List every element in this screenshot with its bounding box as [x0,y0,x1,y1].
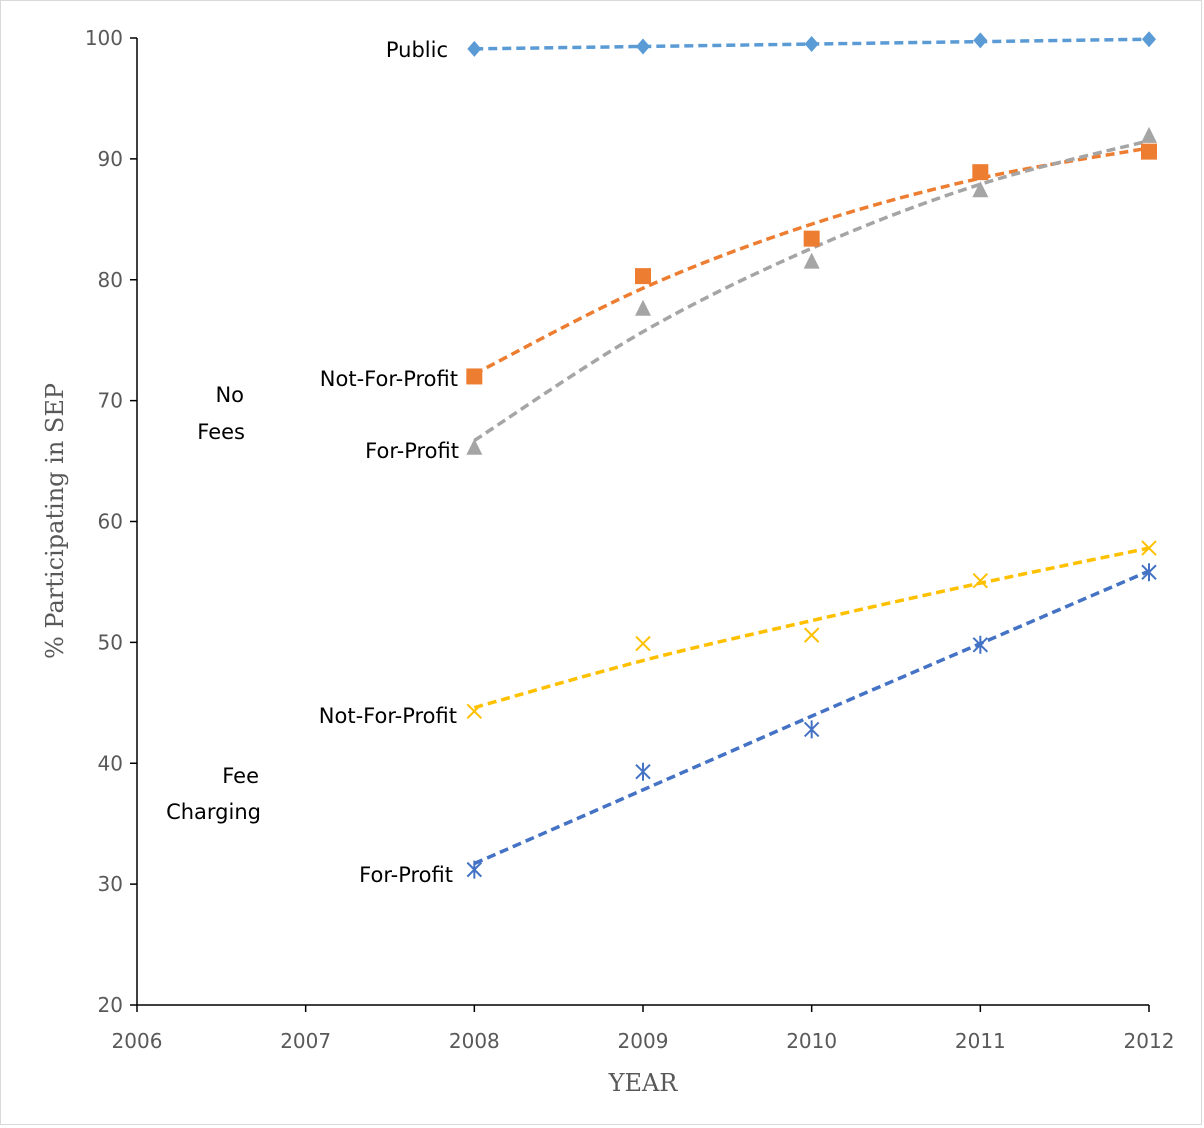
x-tick-label: 2009 [618,1029,669,1053]
point-nofee_nfp [972,164,989,181]
x-tick-label: 2010 [786,1029,837,1053]
point-fee_nfp [635,635,651,652]
y-tick-label: 60 [98,510,123,534]
point-nofee_fp [635,299,651,316]
point-fee_nfp [1141,540,1157,556]
x-tick-label: 2007 [280,1029,331,1053]
point-nofee_nfp [803,230,820,247]
label-fee-not-for-profit: Not-For-Profit [319,704,457,728]
point-public [973,32,988,49]
markers [466,31,1157,879]
x-tick-label: 2006 [112,1029,163,1053]
trendlines [473,37,1150,866]
label-fee-charging-line1: Fee [222,764,259,788]
y-tick-label: 70 [98,389,123,413]
point-fee_nfp [803,627,820,643]
label-no-fees-line1: No [215,383,244,407]
point-fee_fp [635,762,651,781]
point-nofee_nfp [635,268,651,285]
label-no-fees-line2: Fees [197,420,245,444]
point-public [636,38,650,55]
point-nofee_nfp [1141,143,1157,160]
y-tick-label: 40 [98,751,123,775]
trendline-fee_fp [473,569,1150,866]
y-tick-label: 90 [98,147,123,171]
trendline-nofee_fp [473,139,1150,442]
point-fee_nfp [972,573,989,589]
x-tick-label: 2011 [955,1029,1006,1053]
axes: 20 30 40 50 60 70 80 90 100 2006 2007 2008 2009 2010 2… [85,26,1175,1053]
point-nofee_fp [972,181,989,198]
point-public [467,40,482,57]
point-fee_nfp [466,703,483,719]
point-public [1142,31,1156,48]
point-fee_fp [466,860,483,879]
label-nofee-for-profit: For-Profit [365,439,459,463]
point-nofee_fp [466,438,483,455]
x-axis-title: YEAR [608,1069,679,1097]
y-tick-label: 30 [98,872,123,896]
point-fee_fp [1141,563,1157,582]
trendline-fee_nfp [473,546,1150,710]
y-tick-label: 100 [85,26,123,50]
label-fee-charging-line2: Charging [166,800,261,824]
point-nofee_fp [1141,126,1157,143]
y-axis-title: % Participating in SEP [41,383,69,659]
y-tick-label: 20 [98,993,123,1017]
point-fee_fp [972,635,989,654]
point-nofee_nfp [466,368,483,385]
point-public [804,36,819,53]
label-public: Public [386,38,448,62]
point-nofee_fp [803,252,820,269]
trendline-nofee_nfp [473,146,1150,376]
y-tick-label: 80 [98,268,123,292]
point-fee_fp [803,720,820,739]
x-tick-label: 2008 [449,1029,500,1053]
label-fee-for-profit: For-Profit [359,863,453,887]
label-nofee-not-for-profit: Not-For-Profit [320,367,458,391]
x-tick-label: 2012 [1124,1029,1175,1053]
y-tick-label: 50 [98,630,123,654]
